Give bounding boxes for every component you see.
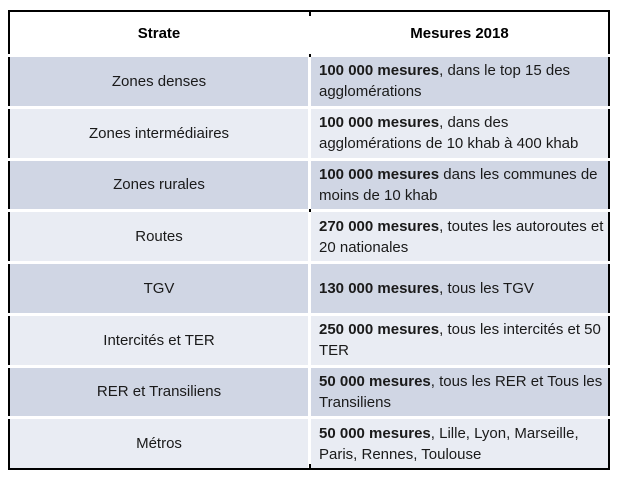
row-separator bbox=[8, 416, 610, 420]
row-separator bbox=[8, 54, 610, 57]
strate-cell: Zones denses bbox=[111, 72, 207, 90]
measure-cell: 100 000 mesures, dans des agglomérations… bbox=[311, 109, 608, 158]
strate-cell: Zones intermédiaires bbox=[88, 124, 230, 142]
column-divider bbox=[308, 264, 311, 313]
measure-text: 50 000 mesures, Lille, Lyon, Marseille, … bbox=[319, 424, 579, 463]
measure-cell: 100 000 mesures, dans le top 15 des aggl… bbox=[311, 57, 608, 106]
row-separator bbox=[8, 364, 610, 368]
column-divider bbox=[308, 419, 311, 468]
column-divider bbox=[308, 212, 311, 261]
row-separator bbox=[8, 261, 610, 264]
measure-cell: 50 000 mesures, tous les RER et Tous les… bbox=[311, 368, 608, 417]
border-tick bbox=[309, 464, 311, 468]
column-divider bbox=[308, 367, 311, 417]
column-divider bbox=[308, 57, 311, 106]
strate-cell: Métros bbox=[136, 435, 182, 453]
column-divider bbox=[308, 160, 311, 210]
table-header-row: Strate Mesures 2018 bbox=[10, 12, 608, 54]
table-row: Zones rurales 100 000 mesures dans les c… bbox=[10, 160, 608, 210]
border-tick bbox=[309, 209, 311, 213]
measure-cell: 250 000 mesures, tous les intercités et … bbox=[311, 316, 608, 365]
column-divider bbox=[308, 12, 311, 54]
measure-text: 270 000 mesures, toutes les autoroutes e… bbox=[319, 217, 604, 256]
strate-cell: Zones rurales bbox=[113, 176, 205, 194]
measure-cell: 100 000 mesures dans les communes de moi… bbox=[311, 161, 608, 210]
measures-table: Strate Mesures 2018 Zones denses 100 000… bbox=[8, 10, 610, 470]
table-row: TGV 130 000 mesures, tous les TGV bbox=[10, 264, 608, 313]
strate-cell: TGV bbox=[143, 279, 175, 297]
strate-cell: Routes bbox=[135, 228, 183, 246]
measure-cell: 50 000 mesures, Lille, Lyon, Marseille, … bbox=[311, 419, 608, 468]
row-separator bbox=[8, 312, 610, 316]
measure-text: 130 000 mesures, tous les TGV bbox=[319, 279, 534, 297]
table-row: Métros 50 000 mesures, Lille, Lyon, Mars… bbox=[10, 419, 608, 468]
header-cell-mesures: Mesures 2018 bbox=[410, 24, 509, 42]
measure-text: 100 000 mesures, dans le top 15 des aggl… bbox=[319, 62, 571, 101]
measure-text: 250 000 mesures, tous les intercités et … bbox=[319, 321, 601, 360]
table-row: Intercités et TER 250 000 mesures, tous … bbox=[10, 315, 608, 365]
border-tick bbox=[309, 12, 311, 16]
row-separator bbox=[8, 105, 610, 109]
row-separator bbox=[8, 209, 610, 213]
strate-cell: RER et Transiliens bbox=[96, 383, 222, 401]
measure-text: 100 000 mesures dans les communes de moi… bbox=[319, 165, 598, 204]
table-row: Routes 270 000 mesures, toutes les autor… bbox=[10, 212, 608, 261]
measure-text: 50 000 mesures, tous les RER et Tous les… bbox=[319, 372, 603, 411]
measure-text: 100 000 mesures, dans des agglomérations… bbox=[319, 114, 579, 153]
column-divider bbox=[308, 108, 311, 158]
table-row: Zones denses 100 000 mesures, dans le to… bbox=[10, 57, 608, 106]
measure-cell: 130 000 mesures, tous les TGV bbox=[311, 264, 608, 313]
column-divider bbox=[308, 315, 311, 365]
header-cell-strate: Strate bbox=[137, 24, 181, 42]
table-row: Zones intermédiaires 100 000 mesures, da… bbox=[10, 108, 608, 158]
strate-cell: Intercités et TER bbox=[103, 331, 215, 349]
measure-cell: 270 000 mesures, toutes les autoroutes e… bbox=[311, 212, 608, 261]
table-row: RER et Transiliens 50 000 mesures, tous … bbox=[10, 367, 608, 417]
border-tick bbox=[309, 54, 311, 57]
row-separator bbox=[8, 157, 610, 161]
